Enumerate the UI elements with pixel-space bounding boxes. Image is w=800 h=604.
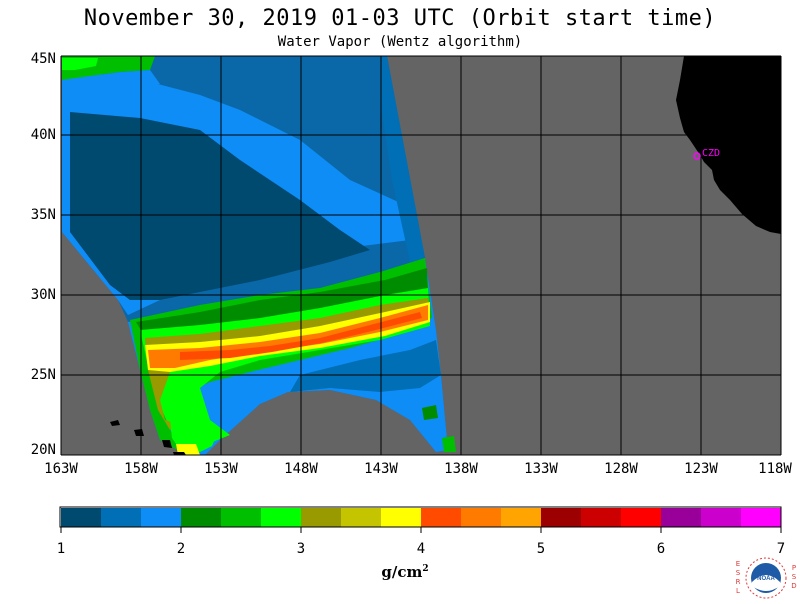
colorbar-tick-1: 1 — [56, 541, 66, 557]
colorbar-segment — [501, 508, 542, 527]
colorbar-segment — [261, 508, 302, 527]
logo-center-text: NOAA — [757, 576, 775, 582]
lat-label-35n: 35N — [30, 207, 56, 223]
band-green-southtip — [170, 416, 220, 452]
swath-darkblue-north — [70, 112, 370, 300]
map-title: November 30, 2019 01-03 UTC (Orbit start… — [83, 6, 717, 31]
lon-label-118w: 118W — [758, 461, 792, 477]
units-exponent: 2 — [422, 564, 429, 574]
colorbar-segment — [181, 508, 222, 527]
colorbar-segment — [421, 508, 462, 527]
land-hawaii-1 — [110, 420, 120, 426]
units-text: g/cm — [381, 563, 423, 581]
station-marker — [693, 152, 701, 160]
swath-brightgreen-nw — [62, 58, 98, 70]
lon-label-123w: 123W — [684, 461, 718, 477]
colorbar-segment — [541, 508, 582, 527]
colorbar-segment — [661, 508, 702, 527]
colorbar-segment — [701, 508, 742, 527]
colorbar-segment — [581, 508, 622, 527]
land-california — [676, 56, 781, 234]
swath-blue-nw — [62, 70, 160, 100]
colorbar — [61, 508, 782, 527]
colorbar-segment — [461, 508, 502, 527]
map-subtitle: Water Vapor (Wentz algorithm) — [277, 34, 523, 50]
colorbar-ticks — [60, 527, 782, 533]
colorbar-segment — [101, 508, 142, 527]
band-green-easttip — [442, 436, 456, 452]
colorbar-segment — [221, 508, 262, 527]
colorbar-segment — [301, 508, 342, 527]
lat-label-25n: 25N — [30, 367, 56, 383]
band-darkblue-south — [290, 340, 441, 392]
swath-blue-east — [380, 56, 425, 262]
colorbar-tick-3: 3 — [296, 541, 306, 557]
band-green-eastblob — [422, 405, 438, 420]
lat-label-40n: 40N — [30, 127, 56, 143]
colorbar-units: g/cm2 — [370, 563, 440, 581]
colorbar-segment — [621, 508, 662, 527]
station-label: CZD — [702, 148, 720, 159]
grid — [60, 55, 782, 456]
lon-label-158w: 158W — [124, 461, 158, 477]
lon-label-143w: 143W — [364, 461, 398, 477]
band-red-orange — [180, 312, 422, 360]
colorbar-segment — [141, 508, 182, 527]
lat-label-30n: 30N — [30, 287, 56, 303]
lon-label-163w: 163W — [44, 461, 78, 477]
colorbar-tick-5: 5 — [536, 541, 546, 557]
colorbar-segment — [341, 508, 382, 527]
land-hawaii-4 — [173, 452, 186, 455]
colorbar-segment — [61, 508, 102, 527]
noaa-emblem-icon: NOAA — [745, 557, 787, 599]
colorbar-tick-6: 6 — [656, 541, 666, 557]
colorbar-segment — [741, 508, 782, 527]
lon-label-128w: 128W — [604, 461, 638, 477]
colorbar-tick-7: 7 — [776, 541, 786, 557]
colorbar-tick-2: 2 — [176, 541, 186, 557]
colorbar-tick-4: 4 — [416, 541, 426, 557]
lon-label-133w: 133W — [524, 461, 558, 477]
lat-label-20n: 20N — [30, 442, 56, 458]
colorbar-segment — [381, 508, 422, 527]
land-hawaii-3 — [162, 440, 172, 448]
lon-label-148w: 148W — [284, 461, 318, 477]
lat-label-45n: 45N — [30, 51, 56, 67]
lon-label-138w: 138W — [444, 461, 478, 477]
lon-label-153w: 153W — [204, 461, 238, 477]
